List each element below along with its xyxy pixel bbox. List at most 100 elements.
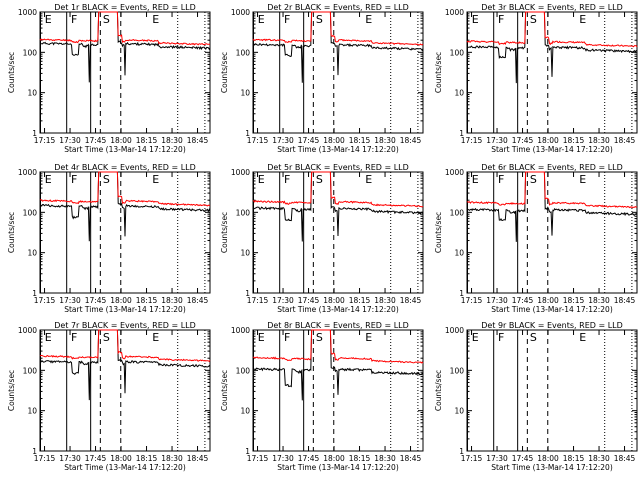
y-tick-label: 1000 <box>231 326 250 335</box>
x-tick-label: 17:45 <box>85 296 107 305</box>
x-tick-label: 17:30 <box>59 454 81 463</box>
event-marker-e: E <box>45 13 52 26</box>
x-tick-label: 18:45 <box>400 136 422 145</box>
series-lld-line <box>466 11 638 48</box>
panel-det-8: Det 8r BLACK = Events, RED = LLD 1 10 100 10… <box>220 321 424 472</box>
x-tick-label: 17:30 <box>59 296 81 305</box>
series-events-line <box>252 171 424 242</box>
event-marker-f: F <box>284 331 290 344</box>
y-tick-label: 1 <box>245 289 250 298</box>
x-tick-label: 18:00 <box>537 296 559 305</box>
panel-det-7: Det 7r BLACK = Events, RED = LLD 1 10 100 10… <box>7 321 211 472</box>
x-tick-label: 18:00 <box>323 136 345 145</box>
y-tick-label: 1000 <box>18 326 37 335</box>
x-tick-label: 17:30 <box>486 136 508 145</box>
series-lld-line <box>252 171 424 208</box>
series-lld-line <box>252 329 424 364</box>
x-tick-label: 18:30 <box>374 454 396 463</box>
x-tick-label: 17:15 <box>247 296 269 305</box>
y-tick-label: 10 <box>240 89 250 98</box>
panel-title: Det 3r BLACK = Events, RED = LLD <box>481 3 623 12</box>
y-tick-label: 1000 <box>445 168 464 177</box>
event-marker-s: S <box>316 173 323 186</box>
y-axis-title: Counts/sec <box>434 370 443 411</box>
y-tick-label: 10 <box>27 249 37 258</box>
panel-title: Det 9r BLACK = Events, RED = LLD <box>481 321 623 330</box>
panel-title: Det 8r BLACK = Events, RED = LLD <box>267 321 409 330</box>
x-tick-label: 18:45 <box>614 296 636 305</box>
series-events-line <box>252 329 424 401</box>
y-tick-label: 10 <box>454 249 464 258</box>
x-tick-label: 17:30 <box>272 136 294 145</box>
y-tick-label: 1 <box>32 129 37 138</box>
y-axis-title: Counts/sec <box>434 52 443 93</box>
y-tick-label: 1 <box>459 129 464 138</box>
x-tick-label: 18:45 <box>187 136 209 145</box>
y-tick-label: 1 <box>245 447 250 456</box>
y-tick-label: 100 <box>23 48 38 57</box>
x-axis-title: Start Time (13-Mar-14 17:12:20) <box>277 463 399 472</box>
y-axis-title: Counts/sec <box>7 370 16 411</box>
y-tick-label: 100 <box>236 208 251 217</box>
x-tick-label: 18:00 <box>537 454 559 463</box>
event-marker-e: E <box>45 173 52 186</box>
x-tick-label: 17:30 <box>59 136 81 145</box>
x-tick-label: 18:30 <box>374 136 396 145</box>
panel-title: Det 4r BLACK = Events, RED = LLD <box>54 163 196 172</box>
panel-title: Det 1r BLACK = Events, RED = LLD <box>54 3 196 12</box>
x-tick-label: 18:15 <box>563 136 585 145</box>
x-tick-label: 18:30 <box>588 136 610 145</box>
x-tick-label: 17:30 <box>486 454 508 463</box>
event-marker-e: E <box>579 13 586 26</box>
plot-frame <box>466 171 638 294</box>
y-tick-label: 1000 <box>18 168 37 177</box>
x-tick-label: 18:00 <box>323 296 345 305</box>
x-tick-label: 18:15 <box>349 454 371 463</box>
x-tick-label: 17:45 <box>512 296 534 305</box>
panel-title: Det 6r BLACK = Events, RED = LLD <box>481 163 623 172</box>
x-axis-title: Start Time (13-Mar-14 17:12:20) <box>64 145 186 154</box>
event-marker-e: E <box>152 13 159 26</box>
y-tick-label: 100 <box>236 366 251 375</box>
x-tick-label: 18:45 <box>187 454 209 463</box>
event-marker-f: F <box>284 13 290 26</box>
x-tick-label: 17:45 <box>85 136 107 145</box>
x-tick-label: 18:45 <box>187 296 209 305</box>
y-axis-title: Counts/sec <box>220 370 229 411</box>
event-marker-s: S <box>530 173 537 186</box>
x-tick-label: 18:15 <box>349 136 371 145</box>
event-marker-e: E <box>579 331 586 344</box>
y-tick-label: 10 <box>27 89 37 98</box>
event-marker-e: E <box>472 331 479 344</box>
event-marker-s: S <box>530 13 537 26</box>
event-marker-e: E <box>365 13 372 26</box>
event-marker-f: F <box>498 331 504 344</box>
y-tick-label: 10 <box>27 407 37 416</box>
panel-det-1: Det 1r BLACK = Events, RED = LLD 1 10 100 10… <box>7 3 211 154</box>
plot-frame <box>252 11 424 134</box>
event-marker-e: E <box>472 173 479 186</box>
event-marker-e: E <box>152 331 159 344</box>
event-marker-e: E <box>152 173 159 186</box>
x-axis-title: Start Time (13-Mar-14 17:12:20) <box>64 463 186 472</box>
y-tick-label: 100 <box>450 366 465 375</box>
event-marker-f: F <box>498 173 504 186</box>
panel-det-4: Det 4r BLACK = Events, RED = LLD 1 10 100 10… <box>7 163 211 314</box>
x-axis-title: Start Time (13-Mar-14 17:12:20) <box>64 305 186 314</box>
event-marker-e: E <box>258 13 265 26</box>
y-tick-label: 1 <box>459 447 464 456</box>
x-tick-label: 18:15 <box>563 296 585 305</box>
x-tick-label: 17:45 <box>298 454 320 463</box>
plot-frame <box>39 171 211 294</box>
series-lld-line <box>39 171 211 207</box>
x-tick-label: 18:15 <box>136 136 158 145</box>
y-tick-label: 100 <box>236 48 251 57</box>
x-tick-label: 17:45 <box>298 136 320 145</box>
plot-frame <box>39 11 211 134</box>
panel-det-9: Det 9r BLACK = Events, RED = LLD 1 10 100 10… <box>434 321 638 472</box>
event-marker-e: E <box>579 173 586 186</box>
event-marker-e: E <box>258 173 265 186</box>
y-tick-label: 1000 <box>445 8 464 17</box>
y-tick-label: 10 <box>454 407 464 416</box>
x-tick-label: 17:15 <box>461 296 483 305</box>
